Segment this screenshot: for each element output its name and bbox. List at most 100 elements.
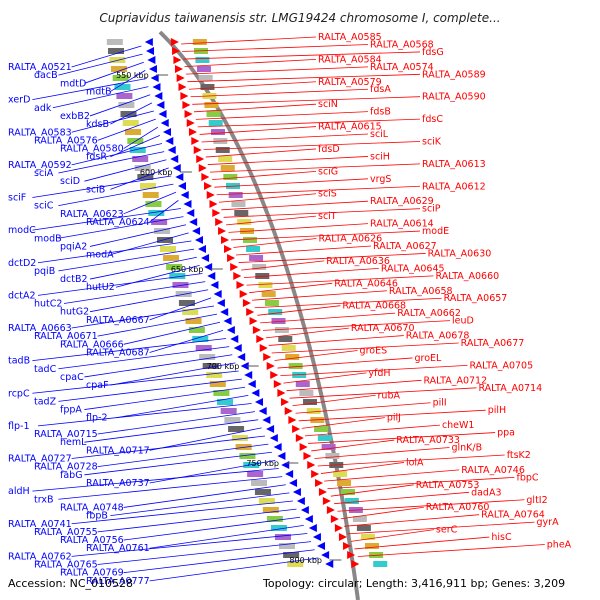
plus-label-leader bbox=[212, 170, 317, 181]
minus-label-leader bbox=[97, 118, 156, 141]
plus-label-leader bbox=[257, 305, 341, 316]
gene-feature-block bbox=[306, 408, 321, 414]
minus-gene-label: adk bbox=[34, 103, 52, 114]
plus-label-leader bbox=[298, 409, 486, 422]
minus-label-leader bbox=[149, 329, 224, 353]
plus-gene-arrow bbox=[172, 47, 181, 55]
plus-label-leader bbox=[357, 544, 545, 557]
plus-gene-arrow bbox=[263, 353, 272, 361]
plus-gene-label: RALTA_A0645 bbox=[381, 263, 445, 274]
minus-label-leader bbox=[149, 427, 262, 451]
minus-gene-arrow bbox=[251, 389, 260, 397]
plus-gene-arrow bbox=[239, 290, 248, 298]
minus-gene-arrow bbox=[304, 515, 313, 523]
minus-label-leader bbox=[97, 411, 255, 435]
minus-gene-arrow bbox=[213, 290, 222, 298]
plus-gene-label: RALTA_A0626 bbox=[319, 234, 383, 245]
plus-label-leader bbox=[314, 447, 450, 459]
gene-feature-block bbox=[182, 309, 199, 315]
gene-feature-block bbox=[195, 57, 210, 63]
plus-label-leader bbox=[249, 282, 333, 294]
plus-label-leader bbox=[233, 238, 317, 248]
plus-gene-label: sciK bbox=[422, 136, 442, 147]
minus-label-leader bbox=[58, 216, 184, 239]
plus-gene-arrow bbox=[186, 119, 195, 127]
minus-gene-arrow bbox=[160, 119, 169, 127]
plus-gene-label: fdsC bbox=[422, 114, 443, 125]
gene-feature-block bbox=[317, 435, 332, 441]
minus-gene-label: RALTA_A0623 bbox=[60, 209, 124, 220]
plus-label-leader bbox=[327, 476, 515, 490]
minus-gene-arrow bbox=[180, 191, 189, 199]
gene-feature-block bbox=[169, 273, 186, 279]
gene-feature-block bbox=[112, 75, 129, 81]
plus-gene-label: groEL bbox=[414, 353, 442, 364]
minus-gene-arrow bbox=[273, 443, 282, 451]
minus-gene-arrow bbox=[183, 200, 192, 208]
minus-gene-arrow bbox=[233, 344, 242, 352]
plus-label-leader bbox=[221, 200, 369, 211]
minus-gene-arrow bbox=[146, 47, 155, 55]
gene-feature-block bbox=[157, 237, 174, 243]
minus-gene-label: RALTA_A0624 bbox=[86, 217, 150, 228]
minus-label-leader bbox=[84, 386, 246, 410]
minus-gene-label: xerD bbox=[8, 95, 30, 106]
minus-label-leader bbox=[84, 61, 144, 84]
plus-gene-arrow bbox=[249, 317, 258, 325]
minus-label-leader bbox=[123, 126, 158, 149]
minus-label-leader bbox=[63, 281, 206, 304]
minus-label-leader bbox=[58, 476, 283, 500]
minus-label-leader bbox=[123, 516, 301, 541]
minus-gene-arrow bbox=[240, 362, 249, 370]
plus-gene-arrow bbox=[209, 200, 218, 208]
minus-gene-arrow bbox=[296, 497, 305, 505]
gene-feature-block bbox=[252, 264, 267, 270]
minus-gene-label: sciB bbox=[86, 184, 105, 195]
minus-gene-arrow bbox=[312, 533, 321, 541]
plus-gene-label: cheW1 bbox=[442, 420, 475, 431]
minus-gene-label: RALTA_A0580 bbox=[60, 144, 124, 155]
minus-gene-label: hutG2 bbox=[60, 307, 89, 318]
plus-gene-label: yfdH bbox=[368, 368, 390, 379]
minus-label-leader bbox=[71, 305, 215, 329]
gene-feature-block bbox=[114, 84, 131, 90]
plus-gene-arrow bbox=[288, 416, 297, 424]
plus-label-leader bbox=[334, 491, 470, 505]
gene-feature-block bbox=[206, 372, 223, 378]
plus-label-leader bbox=[184, 58, 317, 68]
gene-feature-block bbox=[120, 111, 137, 117]
minus-label-leader bbox=[89, 256, 197, 280]
minus-label-leader bbox=[32, 338, 227, 362]
minus-gene-arrow bbox=[289, 479, 298, 487]
plus-label-leader bbox=[243, 267, 379, 279]
plus-gene-arrow bbox=[307, 461, 316, 469]
plus-gene-arrow bbox=[252, 326, 261, 334]
plus-gene-label: fdsG bbox=[422, 47, 444, 58]
minus-label-leader bbox=[58, 248, 195, 272]
minus-gene-label: flp-2 bbox=[86, 413, 108, 424]
plus-gene-arrow bbox=[351, 560, 360, 568]
gene-feature-block bbox=[217, 399, 234, 405]
minus-gene-label: RALTA_A0715 bbox=[34, 429, 98, 440]
gene-feature-block bbox=[204, 102, 219, 108]
minus-gene-arrow bbox=[192, 227, 201, 235]
plus-gene-label: RALTA_A0662 bbox=[397, 308, 461, 319]
plus-gene-label: sciT bbox=[318, 211, 337, 222]
plus-gene-arrow bbox=[343, 542, 352, 550]
gene-feature-block bbox=[285, 354, 300, 360]
plus-gene-arrow bbox=[193, 146, 202, 154]
plus-gene-label: RALTA_A0590 bbox=[422, 92, 486, 103]
minus-gene-arrow bbox=[223, 317, 232, 325]
plus-gene-label: RALTA_A0630 bbox=[428, 248, 492, 259]
plus-label-leader bbox=[324, 469, 460, 482]
minus-gene-arrow bbox=[285, 470, 294, 478]
plus-gene-label: sciH bbox=[370, 151, 390, 162]
minus-gene-label: RALTA_A0717 bbox=[86, 445, 150, 456]
plus-label-leader bbox=[268, 335, 404, 346]
minus-gene-label: dctD2 bbox=[8, 258, 36, 269]
plus-label-leader bbox=[317, 454, 505, 467]
minus-gene-arrow bbox=[317, 542, 326, 550]
plus-gene-arrow bbox=[299, 443, 308, 451]
plus-label-leader bbox=[187, 73, 421, 83]
